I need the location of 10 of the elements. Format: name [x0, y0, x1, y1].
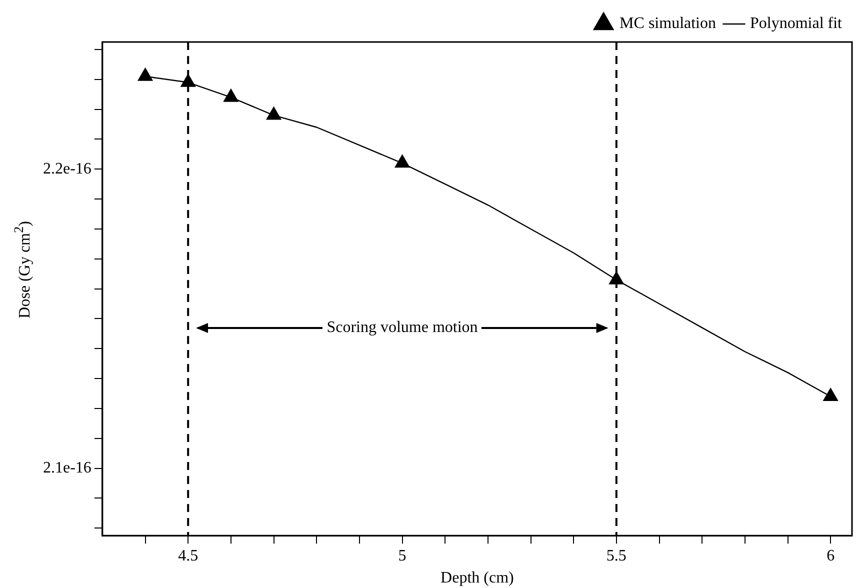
x-tick-label: 4.5	[178, 547, 198, 564]
legend-label: Polynomial fit	[750, 15, 843, 32]
annotation: Scoring volume motion	[322, 319, 482, 338]
y-tick-label: 2.2e-16	[42, 160, 92, 178]
x-tick-label: 5.5	[606, 547, 626, 564]
x-tick-label: 5	[398, 547, 406, 564]
legend-label: MC simulation	[620, 15, 716, 32]
x-tick-label: 6	[826, 547, 835, 564]
y-tick-label: 2.1e-16	[42, 459, 92, 476]
x-axis-title: Depth (cm)	[440, 570, 514, 587]
